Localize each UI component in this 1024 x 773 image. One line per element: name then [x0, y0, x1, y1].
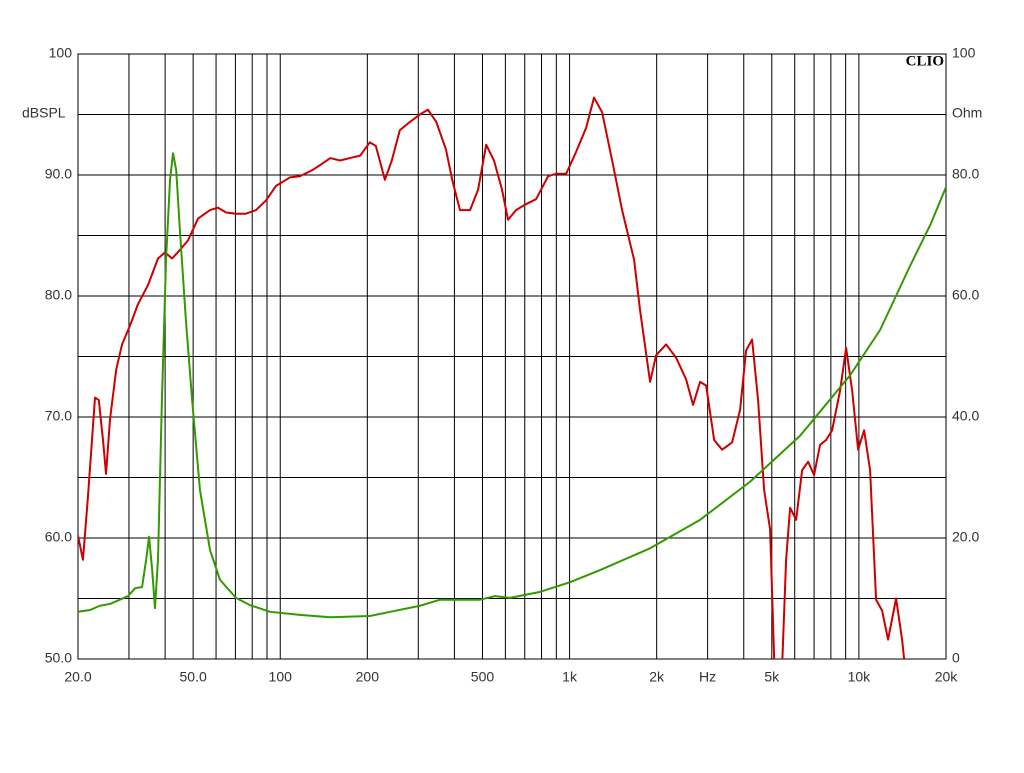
x-tick-label: 500 [471, 669, 495, 685]
x-tick-label: 50.0 [180, 669, 207, 685]
x-tick-label: Hz [699, 669, 716, 685]
y-tick-label: 100 [49, 45, 73, 61]
x-tick-label: 1k [562, 669, 578, 685]
y2-tick-label: 20.0 [952, 529, 979, 545]
y2-tick-label: 80.0 [952, 166, 979, 182]
y2-tick-label: 60.0 [952, 287, 979, 303]
x-tick-label: 200 [356, 669, 380, 685]
x-tick-label: 5k [764, 669, 780, 685]
y-tick-label: 70.0 [45, 408, 72, 424]
series-line [78, 96, 906, 659]
series-line [78, 152, 946, 619]
plot-lines [78, 96, 946, 659]
y2-tick-label: 40.0 [952, 408, 979, 424]
x-tick-label: 100 [269, 669, 293, 685]
y2-axis-label: Ohm [952, 105, 982, 121]
y-tick-label: 50.0 [45, 650, 72, 666]
y2-tick-label: 0 [952, 650, 960, 666]
y-tick-label: 80.0 [45, 287, 72, 303]
x-tick-label: 10k [848, 669, 872, 685]
x-tick-label: 20k [935, 669, 959, 685]
y-tick-label: 90.0 [45, 166, 72, 182]
x-tick-label: 2k [649, 669, 665, 685]
brand: CLIO [906, 53, 944, 69]
x-tick-label: 20.0 [64, 669, 91, 685]
y-axis-label: dBSPL [22, 105, 66, 121]
y-tick-label: 60.0 [45, 529, 72, 545]
y2-tick-label: 100 [952, 45, 976, 61]
